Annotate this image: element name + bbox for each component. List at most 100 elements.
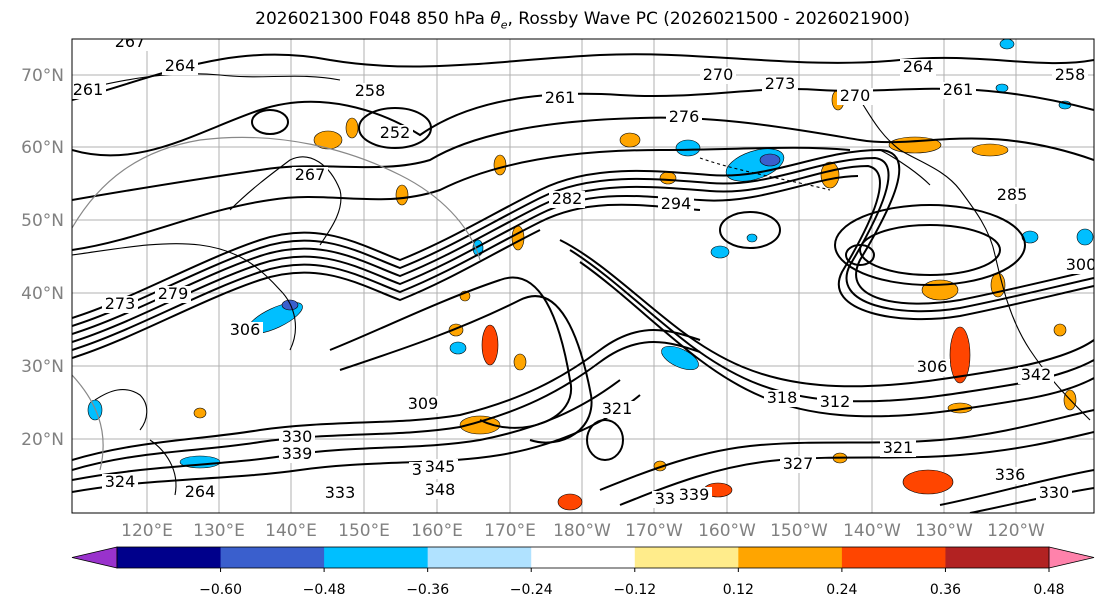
anomaly-patch xyxy=(87,399,103,421)
contour-line xyxy=(599,409,1094,491)
closed-contour xyxy=(586,419,624,461)
contour-label: 270 xyxy=(840,86,871,105)
longitude-label: 150°E xyxy=(338,521,390,541)
colorbar-tick-label: −0.60 xyxy=(199,582,242,598)
contour-label: 324 xyxy=(105,472,136,491)
colorbar-segment xyxy=(427,547,532,568)
contour-label-bg xyxy=(422,459,458,476)
anomaly-patch xyxy=(1053,323,1067,337)
contour-label: 333 xyxy=(325,483,356,502)
anomaly-patch xyxy=(1076,228,1094,246)
contour-label: 339 xyxy=(679,485,710,504)
anomaly-patch xyxy=(472,239,484,257)
latitude-label: 70°N xyxy=(21,66,64,86)
philippines-coast xyxy=(149,439,177,496)
contour-label-bg xyxy=(994,187,1030,204)
latitude-label: 30°N xyxy=(21,357,64,377)
jet-contour xyxy=(72,156,1094,327)
contour-line xyxy=(72,379,621,481)
colorbar-frame xyxy=(116,546,1050,569)
contour-label: 306 xyxy=(230,320,261,339)
anomaly-patch xyxy=(710,245,730,259)
title-tail: , Rossby Wave PC (2026021500 - 202602190… xyxy=(507,9,910,29)
colorbar-segment xyxy=(220,547,325,568)
map-layers: 267 264 261 258 252 267 261 273 276 270 264 261 258 2… xyxy=(72,39,1097,513)
contour-line xyxy=(619,431,1094,506)
jet-contour xyxy=(72,175,859,343)
contour-label: 264 xyxy=(185,482,216,501)
arctic-coast xyxy=(72,73,341,93)
colorbar-tick-label: −0.48 xyxy=(303,582,346,598)
colorbar-segment xyxy=(117,547,222,568)
contour-line xyxy=(969,487,1094,513)
contour-label: 300 xyxy=(1066,255,1097,274)
anomaly-patch xyxy=(675,139,701,157)
theta-symbol: θ xyxy=(490,9,501,29)
longitude-label: 130°E xyxy=(193,521,245,541)
asia-coast xyxy=(72,243,296,351)
contour-label-bg xyxy=(900,59,936,76)
anomaly-patch xyxy=(449,341,467,355)
anomaly-patch xyxy=(902,469,954,495)
contour-label-bg xyxy=(817,394,853,411)
contour-label: 321 xyxy=(602,399,633,418)
latitude-label: 40°N xyxy=(21,284,64,304)
anomaly-patch xyxy=(995,83,1009,93)
colorbar-segment xyxy=(634,547,739,568)
contour-label: 267 xyxy=(295,165,326,184)
colorbar-segment xyxy=(841,547,946,568)
contour-label: 312 xyxy=(820,392,851,411)
contour-label: 264 xyxy=(165,56,196,75)
contour-label-bg xyxy=(422,482,458,499)
contour-label: 270 xyxy=(703,65,734,84)
colorbar-tick-label: 0.48 xyxy=(1033,582,1064,598)
colorbar-tick-label: −0.24 xyxy=(510,582,553,598)
contour-label-bg xyxy=(1018,367,1054,384)
anomaly-patch xyxy=(999,39,1015,50)
title-text: 2026021300 F048 850 hPa xyxy=(255,9,491,29)
closed-contour xyxy=(719,211,781,249)
longitude-labels: 120°E 130°E 140°E 150°E 160°E 170°E 180°W 170°W… xyxy=(121,521,1045,541)
closed-contour xyxy=(859,224,1001,276)
contour-label-bg xyxy=(542,90,578,107)
contour-label: 261 xyxy=(545,88,576,107)
contour-label-bg xyxy=(666,109,702,126)
closed-contour xyxy=(845,244,875,266)
contour-line xyxy=(72,341,701,471)
longitude-label: 180°W xyxy=(553,521,611,541)
contour-label: 261 xyxy=(943,80,974,99)
longitude-label: 140°E xyxy=(265,521,317,541)
contour-label-bg xyxy=(1063,257,1094,274)
contour-label-bg xyxy=(112,39,148,51)
contour-label: 330 xyxy=(1039,483,1070,502)
contour-label: 273 xyxy=(765,74,796,93)
longitude-label: 130°W xyxy=(915,521,973,541)
anomaly-patch xyxy=(1021,230,1039,244)
contour-label-bg xyxy=(102,296,138,313)
contour-label: 318 xyxy=(767,388,798,407)
contour-line xyxy=(72,394,641,493)
contour-label-bg xyxy=(700,67,736,84)
contour-label-bg xyxy=(227,322,263,339)
contour-label-bg xyxy=(279,446,315,463)
colorbar-segment xyxy=(738,547,843,568)
anomaly-patch xyxy=(493,154,507,176)
contour-label-bg xyxy=(322,485,358,502)
contour-label-bg xyxy=(102,474,138,491)
anomaly-patch xyxy=(345,117,359,139)
contour-label-bg xyxy=(837,88,873,105)
contour-label-bg xyxy=(780,456,816,473)
contour-label: 330 xyxy=(282,427,313,446)
contour-label-bg xyxy=(599,401,635,418)
great-circle-arc xyxy=(72,374,104,471)
contour-label: 258 xyxy=(1055,65,1086,84)
alaska-coast xyxy=(879,149,931,186)
anomaly-patch xyxy=(481,324,499,366)
contour-label-bg xyxy=(658,196,694,213)
anomaly-patch xyxy=(395,184,409,206)
colorbar-extend-low xyxy=(71,546,118,569)
anomaly-patch xyxy=(746,233,758,243)
anomaly-patch xyxy=(193,407,207,419)
anomaly-patch xyxy=(659,171,677,185)
colorbar-tick-label: −0.12 xyxy=(613,582,656,598)
